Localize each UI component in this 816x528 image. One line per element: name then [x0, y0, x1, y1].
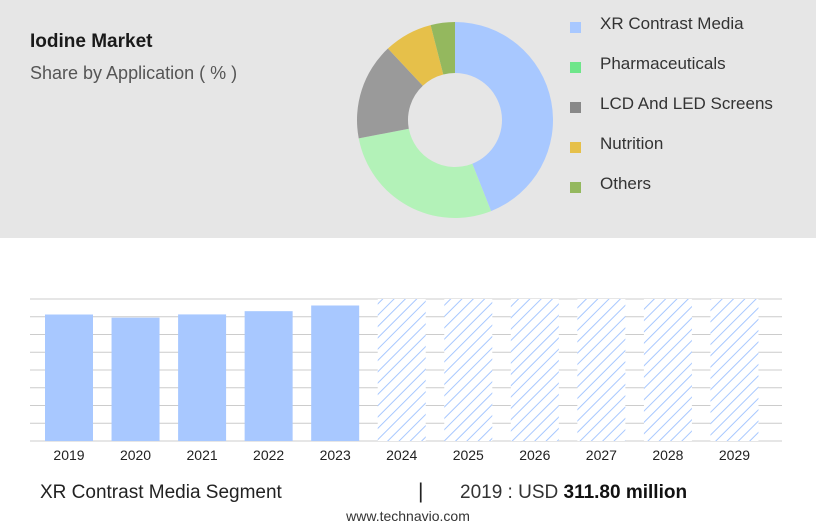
- x-tick-label: 2022: [253, 447, 284, 463]
- forecast-bar-2028: [643, 299, 692, 441]
- legend-label: XR Contrast Media: [600, 14, 744, 33]
- x-tick-label: 2028: [652, 447, 683, 463]
- segment-value-prefix: 2019 : USD: [460, 482, 564, 503]
- forecast-bar-2024: [377, 299, 426, 441]
- forecast-bar-2026: [510, 299, 559, 441]
- forecast-bar-2027: [577, 299, 626, 441]
- legend-label: LCD And LED Screens: [600, 94, 773, 113]
- chart-subtitle: Share by Application ( % ): [30, 63, 238, 83]
- bar-2020: [111, 317, 160, 441]
- x-tick-label: 2023: [320, 447, 351, 463]
- donut-slice-4: [430, 22, 455, 75]
- bar-2023: [311, 305, 360, 441]
- donut-slice-3: [387, 25, 444, 86]
- forecast-bar-2025: [444, 299, 493, 441]
- bar-2019: [45, 314, 93, 441]
- donut-slice-2: [357, 48, 423, 139]
- bar-chart: 2019 2020 2021 2022 2023 2024 2025 2026 2027 2028…: [30, 298, 782, 463]
- legend-swatch: [570, 142, 581, 153]
- x-tick-label: 2027: [586, 447, 617, 463]
- x-tick-label: 2019: [53, 447, 84, 463]
- x-tick-label: 2020: [120, 447, 151, 463]
- legend-swatch: [570, 62, 581, 73]
- legend-swatch: [570, 102, 581, 113]
- footer-divider: |: [418, 480, 424, 503]
- x-tick-label: 2026: [519, 447, 550, 463]
- bar-2021: [178, 314, 227, 441]
- source-link[interactable]: www.technavio.com: [346, 508, 470, 524]
- legend-label: Pharmaceuticals: [600, 54, 726, 73]
- legend-swatch: [570, 182, 581, 193]
- x-tick-label: 2029: [719, 447, 750, 463]
- bar-2022: [244, 311, 293, 441]
- legend-label: Others: [600, 174, 652, 193]
- x-tick-label: 2024: [386, 447, 417, 463]
- forecast-bar-2029: [710, 299, 759, 441]
- segment-value-amount: 311.80 million: [563, 482, 688, 503]
- chart-title: Iodine Market: [30, 31, 153, 52]
- segment-label: XR Contrast Media Segment: [40, 482, 282, 503]
- donut-chart: [357, 22, 554, 218]
- legend-label: Nutrition: [600, 134, 664, 153]
- x-tick-label: 2025: [453, 447, 484, 463]
- segment-value: 2019 : USD 311.80 million: [460, 482, 687, 504]
- x-tick-label: 2021: [187, 447, 218, 463]
- donut-slice-0: [455, 22, 554, 212]
- legend-swatch: [570, 22, 581, 33]
- donut-slice-1: [358, 128, 492, 218]
